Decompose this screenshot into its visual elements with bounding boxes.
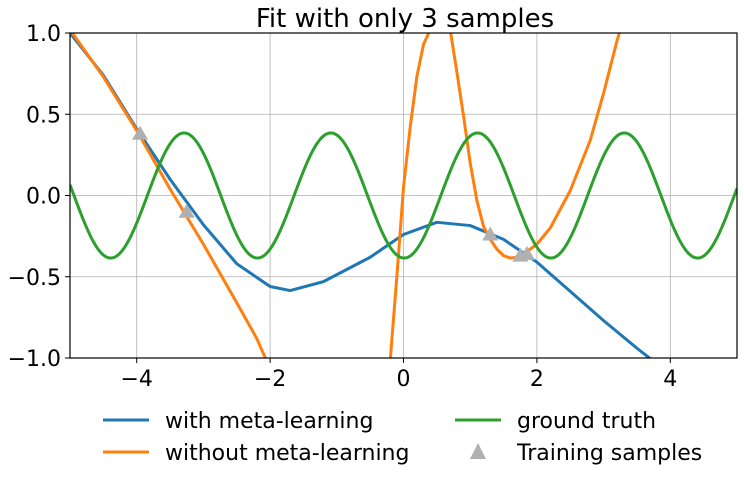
- series-line-2: [70, 131, 737, 260]
- x-tick-label: 4: [663, 367, 677, 392]
- training-sample-point: [518, 246, 535, 260]
- y-tick-label: 0.5: [26, 103, 61, 128]
- legend-label-2: ground truth: [517, 409, 656, 434]
- y-tick-label: −1.0: [8, 347, 61, 372]
- series-line-0: [70, 33, 652, 358]
- legend: with meta-learning without meta-learning g…: [103, 409, 702, 466]
- x-tick-label: −2: [254, 367, 286, 392]
- legend-swatch-3: [470, 443, 486, 459]
- training-sample-point: [132, 125, 149, 140]
- training-sample-point: [482, 226, 499, 241]
- plot-area: [70, 33, 737, 358]
- x-tick-label: 2: [530, 367, 544, 392]
- y-tick-label: 0.0: [26, 185, 61, 210]
- legend-label-1: without meta-learning: [165, 441, 409, 466]
- training-sample-point: [178, 203, 195, 218]
- x-tick-label: −4: [120, 367, 152, 392]
- y-tick-label: 1.0: [26, 22, 61, 47]
- y-tick-label: −0.5: [8, 266, 61, 291]
- x-tick-label: 0: [397, 367, 411, 392]
- legend-label-3: Training samples: [516, 441, 702, 466]
- chart-title: Fit with only 3 samples: [256, 4, 554, 34]
- legend-label-0: with meta-learning: [165, 409, 373, 434]
- axis-ticks: −4 −2 0 2 4 1.0 0.5 0.0 −0.5 −1.0: [8, 22, 678, 392]
